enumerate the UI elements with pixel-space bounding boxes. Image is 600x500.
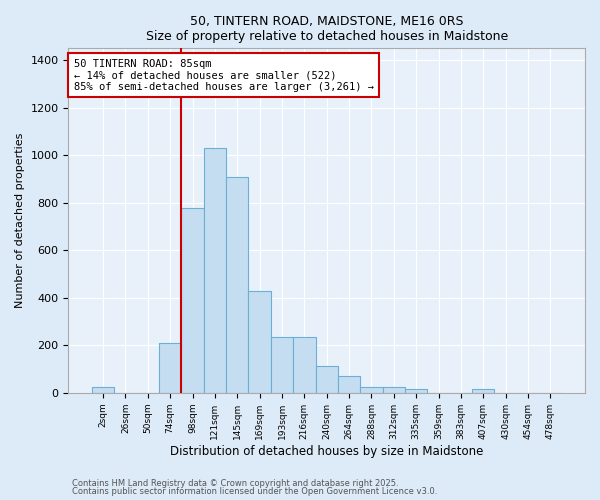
Bar — [383, 387, 405, 393]
Bar — [271, 337, 293, 393]
Bar — [472, 390, 494, 393]
Text: Contains HM Land Registry data © Crown copyright and database right 2025.: Contains HM Land Registry data © Crown c… — [72, 479, 398, 488]
Bar — [92, 387, 114, 393]
Bar — [293, 337, 316, 393]
Title: 50, TINTERN ROAD, MAIDSTONE, ME16 0RS
Size of property relative to detached hous: 50, TINTERN ROAD, MAIDSTONE, ME16 0RS Si… — [146, 15, 508, 43]
Bar — [248, 290, 271, 393]
Text: 50 TINTERN ROAD: 85sqm
← 14% of detached houses are smaller (522)
85% of semi-de: 50 TINTERN ROAD: 85sqm ← 14% of detached… — [74, 58, 374, 92]
Bar — [360, 387, 383, 393]
Bar — [316, 366, 338, 393]
Bar — [181, 208, 204, 393]
Bar — [159, 343, 181, 393]
Bar — [226, 176, 248, 393]
Bar — [204, 148, 226, 393]
Bar — [405, 390, 427, 393]
Text: Contains public sector information licensed under the Open Government Licence v3: Contains public sector information licen… — [72, 486, 437, 496]
X-axis label: Distribution of detached houses by size in Maidstone: Distribution of detached houses by size … — [170, 444, 484, 458]
Bar — [338, 376, 360, 393]
Y-axis label: Number of detached properties: Number of detached properties — [15, 133, 25, 308]
